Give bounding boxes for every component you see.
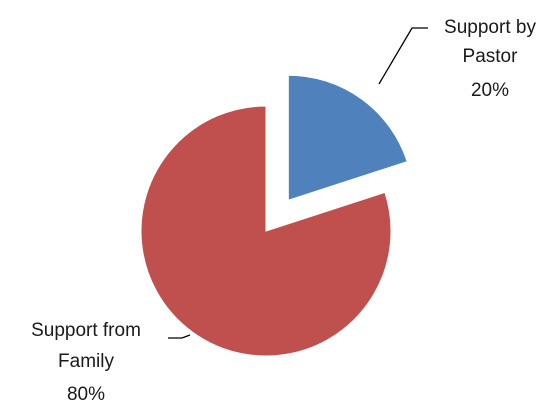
label-pastor-line1: Support by	[444, 17, 536, 38]
label-family-percent: 80%	[67, 384, 105, 405]
label-family-line2: Family	[58, 351, 114, 372]
label-pastor-percent: 20%	[471, 80, 509, 101]
label-family-line1: Support from	[31, 320, 141, 341]
leader-line-pastor	[378, 27, 428, 85]
slice-support-by-pastor	[287, 74, 408, 201]
label-pastor-line2: Pastor	[463, 46, 519, 67]
leader-line-family	[168, 334, 191, 339]
slice-support-from-family	[140, 105, 392, 357]
